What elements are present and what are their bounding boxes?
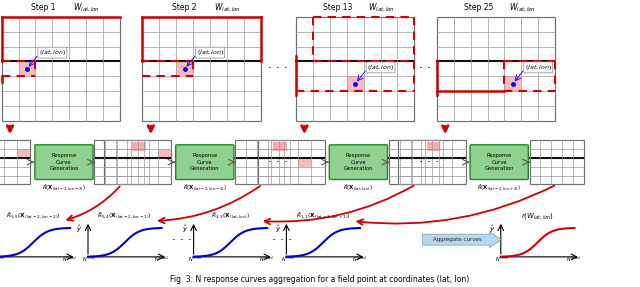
Bar: [143, 17, 261, 121]
Text: Step 13: Step 13: [323, 3, 352, 12]
Text: Response
Curve
Generation: Response Curve Generation: [190, 153, 220, 171]
Text: · · ·: · · ·: [419, 156, 439, 169]
Text: $W_{lat,lon}$: $W_{lat,lon}$: [74, 1, 100, 14]
Text: $N^{(min)}$: $N^{(min)}$: [83, 255, 97, 264]
Bar: [104, 140, 172, 185]
Text: $N^{(min)}$: $N^{(min)}$: [0, 255, 6, 264]
Bar: [95, 140, 149, 185]
Text: $\hat{R}_{3,3}(\mathbf{X}_{(lat,lon)})$: $\hat{R}_{3,3}(\mathbf{X}_{(lat,lon)})$: [211, 210, 250, 220]
Text: Response
Curve
Generation: Response Curve Generation: [484, 153, 514, 171]
Text: $N^{(max)}$: $N^{(max)}$: [154, 255, 170, 264]
Text: · · ·: · · ·: [268, 62, 289, 75]
Text: $N^{(min)}$: $N^{(min)}$: [495, 255, 510, 264]
Bar: [258, 140, 325, 185]
Bar: [347, 76, 364, 91]
Text: Fig. 3: N response curves aggregation for a field point at coordinates (lat, lon: Fig. 3: N response curves aggregation fo…: [170, 275, 470, 284]
Bar: [0, 140, 31, 185]
Text: $(lat, lon)$: $(lat, lon)$: [367, 63, 394, 72]
Text: $(lat, lon)$: $(lat, lon)$: [196, 48, 223, 57]
Text: $(lat, lon)$: $(lat, lon)$: [39, 48, 66, 57]
Bar: [437, 17, 555, 121]
Bar: [273, 142, 287, 151]
Text: Response
Curve
Generation: Response Curve Generation: [49, 153, 79, 171]
Text: $N^{(min)}$: $N^{(min)}$: [188, 255, 203, 264]
Bar: [132, 142, 146, 151]
Text: $\hat{R}(\mathbf{X}_{(lat-2,lon-2)})$: $\hat{R}(\mathbf{X}_{(lat-2,lon-2)})$: [42, 183, 86, 193]
Bar: [236, 140, 290, 185]
Text: $\hat{R}_{1,1}(\mathbf{X}_{(lat+2,lon+1)})$: $\hat{R}_{1,1}(\mathbf{X}_{(lat+2,lon+1)…: [296, 210, 351, 220]
Text: · · ·: · · ·: [419, 62, 439, 75]
Text: · · ·: · · ·: [268, 156, 289, 169]
Text: $\hat{R}_{5,4}(\mathbf{X}_{(lat-2,lon-1)})$: $\hat{R}_{5,4}(\mathbf{X}_{(lat-2,lon-1)…: [97, 210, 152, 220]
Text: $N^{(min)}$: $N^{(min)}$: [281, 255, 296, 264]
Text: $\hat{R}(\mathbf{X}_{(lat-2,lon-1)})$: $\hat{R}(\mathbf{X}_{(lat-2,lon-1)})$: [182, 183, 227, 193]
Text: $N^{(max)}$: $N^{(max)}$: [259, 255, 275, 264]
FancyBboxPatch shape: [35, 145, 93, 180]
Bar: [157, 149, 172, 158]
Text: $\hat{y}$: $\hat{y}$: [182, 224, 188, 235]
Bar: [398, 140, 466, 185]
Text: $W_{lat,lon}$: $W_{lat,lon}$: [509, 1, 536, 14]
FancyBboxPatch shape: [470, 145, 529, 180]
Bar: [504, 76, 522, 91]
Text: $\hat{y}$: $\hat{y}$: [77, 224, 83, 235]
Bar: [296, 17, 415, 121]
Text: $\hat{y}$: $\hat{y}$: [275, 224, 282, 235]
Text: $\hat{R}_{5,5}(\mathbf{X}_{(lat-2,lon-2)})$: $\hat{R}_{5,5}(\mathbf{X}_{(lat-2,lon-2)…: [6, 210, 61, 220]
Text: $W_{lat,lon}$: $W_{lat,lon}$: [214, 1, 241, 14]
Text: $\hat{R}(\mathbf{X}_{(lat,lon)})$: $\hat{R}(\mathbf{X}_{(lat,lon)})$: [344, 183, 373, 193]
Text: · · ·: · · ·: [172, 234, 193, 247]
Text: $N^{(max)}$: $N^{(max)}$: [62, 255, 78, 264]
Text: · · ·: · · ·: [271, 234, 292, 247]
Text: $W_{lat,lon}$: $W_{lat,lon}$: [368, 1, 395, 14]
Bar: [389, 140, 443, 185]
Text: Step 25: Step 25: [463, 3, 493, 12]
Text: Step 1: Step 1: [31, 3, 55, 12]
Bar: [530, 140, 584, 185]
Bar: [176, 61, 193, 76]
Text: Aggregate curves: Aggregate curves: [433, 237, 482, 242]
Text: $\hat{R}(\mathbf{X}_{(lat-2,lon+2)})$: $\hat{R}(\mathbf{X}_{(lat-2,lon+2)})$: [477, 183, 522, 193]
FancyBboxPatch shape: [175, 145, 234, 180]
Text: $N^{(max)}$: $N^{(max)}$: [352, 255, 368, 264]
Text: Step 2: Step 2: [172, 3, 196, 12]
Text: $N^{(max)}$: $N^{(max)}$: [566, 255, 582, 264]
Text: $\hat{y}$: $\hat{y}$: [490, 224, 495, 235]
Bar: [19, 61, 35, 76]
Text: Response
Curve
Generation: Response Curve Generation: [344, 153, 373, 171]
Bar: [2, 17, 120, 121]
Bar: [427, 142, 440, 151]
FancyBboxPatch shape: [330, 145, 388, 180]
Text: $r(W_{lat,lon})$: $r(W_{lat,lon})$: [521, 211, 554, 221]
Bar: [17, 149, 30, 158]
Text: $(lat, lon)$: $(lat, lon)$: [525, 63, 552, 72]
FancyArrow shape: [422, 232, 501, 247]
Bar: [298, 158, 312, 166]
